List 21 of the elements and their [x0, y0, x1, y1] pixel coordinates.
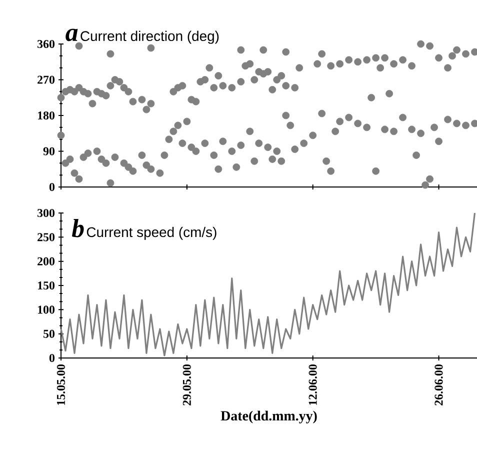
y-tick-label: 90 — [43, 147, 55, 156]
x-tick-label: 26.06.00 — [434, 364, 443, 406]
y-tick-label: 250 — [38, 233, 55, 242]
y-tick-label: 50 — [44, 330, 55, 338]
y-tick-label: 200 — [38, 257, 55, 266]
y-tick-label: 360 — [38, 40, 55, 48]
y-tick-label: 180 — [38, 111, 55, 120]
text: a — [66, 28, 78, 42]
text: Current speed (cm/s) — [86, 226, 216, 240]
y-tick-label: 300 — [38, 208, 55, 218]
annotation: b — [72, 219, 84, 238]
x-tick-label: 29.05.00 — [182, 364, 191, 406]
chart-title: Current direction (deg) — [80, 30, 219, 44]
y-tick-label: 100 — [38, 306, 55, 314]
y-tick-label: 150 — [38, 281, 55, 290]
y-tick-label: 0 — [49, 354, 55, 362]
y-tick-label: 270 — [38, 76, 55, 84]
y-tick-label: 0 — [49, 182, 55, 192]
x-axis-title: Date(dd.mm.yy) — [220, 410, 317, 424]
x-tick-label: 12.06.00 — [308, 364, 317, 405]
x-tick-label: 15.05.00 — [56, 364, 66, 405]
